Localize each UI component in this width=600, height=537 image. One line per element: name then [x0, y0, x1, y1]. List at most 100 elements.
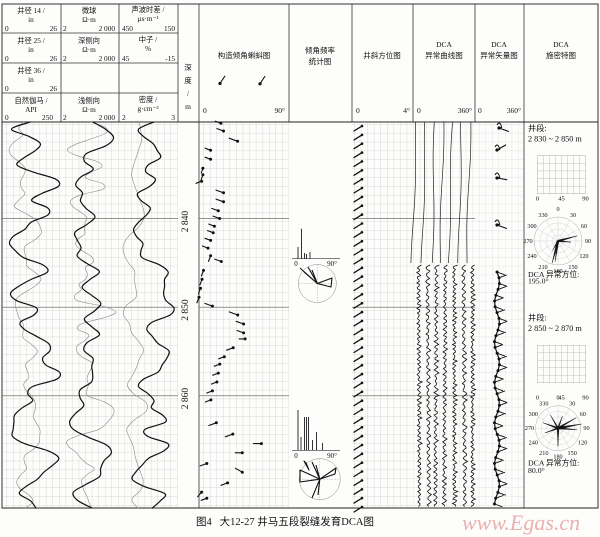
svg-text:in: in — [28, 75, 34, 84]
svg-text:DCA: DCA — [436, 40, 452, 49]
svg-text:µs·m⁻¹: µs·m⁻¹ — [137, 14, 158, 23]
svg-text:2: 2 — [63, 113, 67, 122]
svg-text:3: 3 — [171, 113, 175, 122]
svg-text:Ω·m: Ω·m — [82, 15, 96, 24]
svg-text:异常曲线图: 异常曲线图 — [425, 50, 463, 60]
svg-text:0: 0 — [556, 395, 559, 402]
svg-text:0: 0 — [5, 113, 9, 122]
svg-text:倾角频率: 倾角频率 — [305, 45, 335, 55]
svg-text:450: 450 — [122, 24, 133, 33]
svg-text:微球: 微球 — [82, 6, 97, 15]
svg-text:0: 0 — [203, 106, 207, 115]
svg-text:施密特图: 施密特图 — [546, 50, 576, 60]
svg-text:210: 210 — [539, 450, 548, 457]
svg-text:DCA: DCA — [491, 40, 507, 49]
svg-text:120: 120 — [579, 253, 588, 260]
svg-text:Ω·m: Ω·m — [82, 45, 96, 54]
svg-text:45: 45 — [558, 196, 565, 203]
svg-text:密度 /: 密度 / — [139, 95, 158, 104]
svg-text:4°: 4° — [403, 106, 410, 115]
svg-text:360°: 360° — [507, 106, 521, 115]
svg-text:0: 0 — [478, 106, 482, 115]
svg-text:声波时差 /: 声波时差 / — [131, 5, 165, 14]
svg-text:0: 0 — [556, 206, 559, 213]
svg-text:www.Egas.cn: www.Egas.cn — [462, 510, 580, 535]
svg-text:度: 度 — [184, 75, 192, 85]
svg-text:300: 300 — [529, 411, 538, 418]
svg-text:图4 大12-27 井马五段裂缝发育DCA图: 图4 大12-27 井马五段裂缝发育DCA图 — [196, 515, 374, 528]
svg-text:异常矢量图: 异常矢量图 — [480, 50, 518, 60]
svg-text:90°: 90° — [327, 452, 337, 460]
svg-text:2: 2 — [122, 113, 126, 122]
svg-text:240: 240 — [529, 439, 538, 446]
svg-text:g·cm⁻³: g·cm⁻³ — [137, 104, 159, 113]
svg-text:240: 240 — [527, 253, 536, 260]
svg-text:0: 0 — [5, 84, 9, 93]
svg-text:深: 深 — [184, 63, 192, 72]
svg-text:in: in — [28, 45, 34, 54]
svg-text:90: 90 — [585, 238, 591, 245]
svg-text:0: 0 — [5, 54, 9, 63]
svg-text:2 000: 2 000 — [99, 54, 116, 63]
svg-text:90°: 90° — [327, 260, 337, 268]
svg-text:195.0°: 195.0° — [528, 277, 549, 286]
svg-text:统计图: 统计图 — [309, 56, 332, 66]
svg-text:2: 2 — [63, 54, 67, 63]
svg-text:井径 36 /: 井径 36 / — [17, 66, 46, 75]
svg-text:自然伽马 /: 自然伽马 / — [14, 96, 48, 105]
svg-text:2 850 ~ 2 870 m: 2 850 ~ 2 870 m — [528, 324, 582, 333]
svg-text:深侧向: 深侧向 — [78, 36, 100, 45]
svg-text:60: 60 — [580, 411, 586, 418]
svg-text:Ω·m: Ω·m — [82, 105, 96, 114]
svg-text:0: 0 — [417, 106, 421, 115]
svg-text:2 000: 2 000 — [99, 113, 116, 122]
svg-text:90: 90 — [582, 196, 589, 203]
svg-text:80.0°: 80.0° — [528, 466, 545, 475]
svg-text:2 850: 2 850 — [181, 299, 191, 321]
svg-text:60: 60 — [581, 223, 587, 230]
svg-text:0: 0 — [294, 452, 298, 460]
svg-text:-15: -15 — [165, 54, 175, 63]
svg-text:0: 0 — [5, 24, 9, 33]
svg-text:270: 270 — [523, 238, 532, 245]
svg-text:0: 0 — [356, 106, 360, 115]
svg-text:构造倾角蝌蚪图: 构造倾角蝌蚪图 — [218, 50, 271, 60]
svg-text:360°: 360° — [458, 106, 472, 115]
svg-text:in: in — [28, 15, 34, 24]
svg-text:浅侧向: 浅侧向 — [78, 96, 100, 105]
svg-text:2 000: 2 000 — [99, 24, 116, 33]
svg-text:120: 120 — [578, 439, 587, 446]
svg-text:330: 330 — [539, 401, 548, 408]
svg-text:中子 /: 中子 / — [139, 35, 158, 44]
svg-text:26: 26 — [50, 84, 58, 93]
svg-text:150: 150 — [568, 450, 577, 457]
svg-text:90: 90 — [582, 395, 589, 402]
svg-text:API: API — [25, 105, 37, 114]
svg-text:0: 0 — [536, 196, 539, 203]
svg-text:井斜方位图: 井斜方位图 — [363, 50, 401, 60]
svg-text:2 860: 2 860 — [181, 388, 191, 410]
svg-text:2: 2 — [63, 24, 67, 33]
svg-text:90: 90 — [583, 425, 589, 432]
svg-text:270: 270 — [525, 425, 534, 432]
svg-text:m: m — [185, 102, 191, 111]
svg-text:300: 300 — [527, 223, 536, 230]
svg-text:2 830 ~ 2 850 m: 2 830 ~ 2 850 m — [528, 134, 582, 143]
svg-text:150: 150 — [164, 24, 175, 33]
svg-text:30: 30 — [570, 212, 576, 219]
svg-text:井段:: 井段: — [528, 123, 547, 133]
svg-text:DCA: DCA — [553, 40, 569, 49]
svg-text:30: 30 — [569, 401, 575, 408]
svg-text:0: 0 — [294, 260, 298, 268]
svg-text:%: % — [145, 44, 151, 53]
svg-text:井段:: 井段: — [528, 313, 547, 323]
svg-text:45: 45 — [122, 54, 130, 63]
svg-text:90°: 90° — [275, 106, 286, 115]
svg-text:井径 14 /: 井径 14 / — [17, 6, 46, 15]
svg-text:26: 26 — [50, 24, 58, 33]
svg-text:250: 250 — [42, 113, 53, 122]
svg-text:330: 330 — [538, 212, 547, 219]
svg-text:井径 25 /: 井径 25 / — [17, 36, 46, 45]
svg-text:2 840: 2 840 — [181, 211, 191, 233]
svg-text:26: 26 — [50, 54, 58, 63]
